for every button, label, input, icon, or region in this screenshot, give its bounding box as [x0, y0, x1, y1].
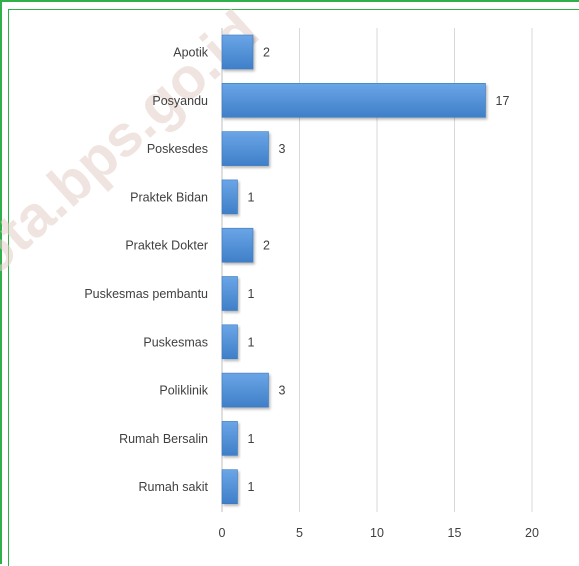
data-label: 1: [248, 287, 255, 301]
bar: [221, 227, 254, 263]
data-label: 1: [248, 480, 255, 494]
category-label: Puskesmas: [143, 335, 208, 349]
bar: [221, 276, 238, 311]
bar: [221, 372, 269, 408]
bars: [221, 34, 486, 505]
category-label: Praktek Bidan: [130, 190, 208, 204]
category-label: Praktek Dokter: [125, 239, 208, 253]
category-label: Puskesmas pembantu: [84, 287, 208, 301]
value-labels: 2 17 3 1 2 1 1 3 1 1: [248, 46, 510, 495]
bar: [221, 131, 269, 166]
x-axis-ticks: 0 5 10 15 20: [219, 526, 539, 540]
bar: [221, 469, 238, 505]
x-tick-label: 20: [525, 526, 539, 540]
x-tick-label: 15: [448, 526, 462, 540]
data-label: 3: [279, 384, 286, 398]
bar: [221, 34, 254, 70]
category-label: Apotik: [173, 46, 208, 60]
bar: [221, 179, 238, 215]
x-tick-label: 5: [296, 526, 303, 540]
bar: [221, 83, 486, 118]
data-label: 1: [248, 190, 255, 204]
category-label: Poskesdes: [147, 142, 208, 156]
category-label: Poliklinik: [159, 384, 208, 398]
category-labels: Apotik Posyandu Poskesdes Praktek Bidan Prak…: [84, 46, 208, 495]
category-label: Posyandu: [152, 94, 208, 108]
data-label: 2: [263, 239, 270, 253]
category-label: Rumah sakit: [139, 480, 209, 494]
data-label: 2: [263, 46, 270, 60]
bar: [221, 324, 238, 360]
data-label: 1: [248, 432, 255, 446]
data-label: 1: [248, 335, 255, 349]
data-label: 17: [496, 94, 510, 108]
x-tick-label: 0: [219, 526, 226, 540]
category-label: Rumah Bersalin: [119, 432, 208, 446]
chart-inner-border: [8, 9, 579, 566]
bar: [221, 421, 238, 456]
x-tick-label: 10: [370, 526, 384, 540]
data-label: 3: [279, 142, 286, 156]
